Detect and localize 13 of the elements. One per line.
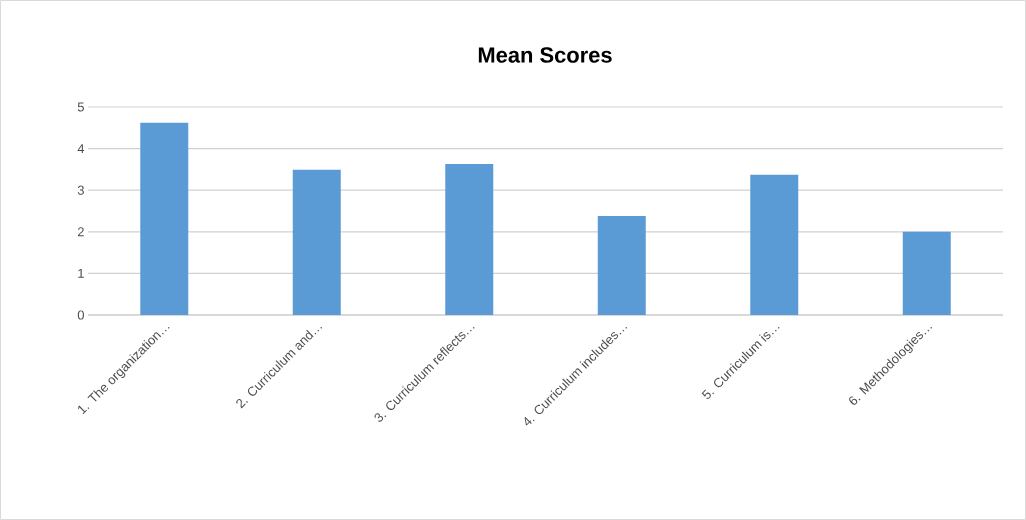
bar xyxy=(140,122,189,315)
y-tick-label: 5 xyxy=(77,102,84,112)
chart-title: Mean Scores xyxy=(478,47,612,63)
bar xyxy=(750,174,799,315)
bar xyxy=(902,231,951,315)
y-tick-label: 1 xyxy=(78,268,84,278)
y-tick-label: 0 xyxy=(77,310,84,320)
bar xyxy=(597,215,646,315)
y-tick-label: 3 xyxy=(77,185,84,195)
y-tick-label: 2 xyxy=(77,227,84,237)
y-tick-label: 4 xyxy=(77,144,85,154)
bar xyxy=(292,169,341,315)
bar xyxy=(445,163,494,315)
